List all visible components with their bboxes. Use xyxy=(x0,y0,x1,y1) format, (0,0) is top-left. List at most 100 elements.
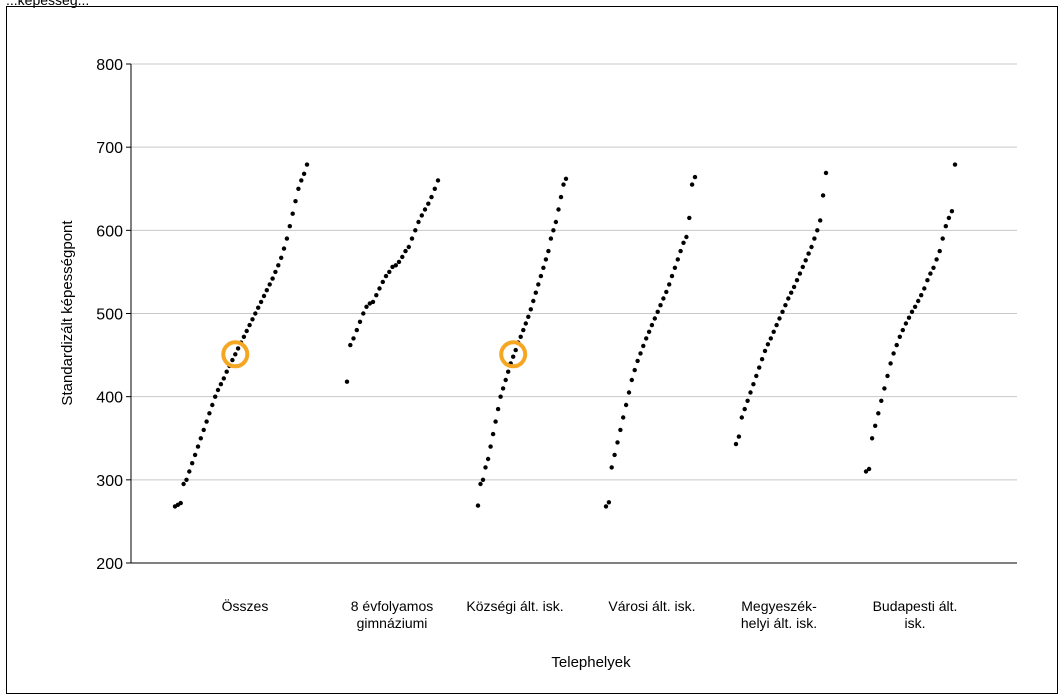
data-point xyxy=(273,269,278,275)
x-category-label: Községi ált. isk. xyxy=(466,598,563,614)
data-point xyxy=(751,382,756,387)
data-point xyxy=(655,309,660,314)
data-point xyxy=(765,342,771,347)
data-point xyxy=(900,327,905,333)
data-point xyxy=(561,182,566,187)
data-point xyxy=(791,284,797,290)
data-point xyxy=(748,390,753,395)
data-point xyxy=(521,327,526,333)
data-point xyxy=(284,236,290,241)
data-point xyxy=(558,194,564,200)
data-point xyxy=(815,228,820,233)
data-point xyxy=(403,248,408,254)
data-point xyxy=(393,263,398,268)
data-point xyxy=(797,271,803,276)
data-point xyxy=(621,415,626,420)
x-category-label: helyi ált. isk. xyxy=(741,615,817,631)
data-point xyxy=(244,328,249,334)
data-point xyxy=(533,290,538,295)
data-point xyxy=(618,427,623,433)
data-point xyxy=(478,481,483,487)
data-point xyxy=(207,411,212,416)
data-point xyxy=(221,376,226,381)
data-point xyxy=(409,236,415,241)
data-point xyxy=(768,336,773,341)
data-point xyxy=(490,431,496,437)
data-point xyxy=(736,434,742,439)
data-point xyxy=(925,278,930,283)
data-point xyxy=(615,440,620,445)
data-point xyxy=(879,398,884,403)
data-point xyxy=(301,171,307,176)
data-point xyxy=(396,259,402,265)
data-point xyxy=(777,316,782,321)
data-point xyxy=(661,296,666,301)
data-point xyxy=(894,342,899,348)
data-point xyxy=(667,282,672,287)
data-point xyxy=(623,402,629,408)
data-point xyxy=(413,228,418,233)
data-point xyxy=(184,477,189,482)
data-point xyxy=(526,314,531,319)
data-point xyxy=(187,469,192,474)
data-point xyxy=(518,334,523,339)
data-point xyxy=(495,406,501,412)
data-point xyxy=(513,347,518,353)
y-tick-label: 400 xyxy=(96,390,123,407)
data-point xyxy=(370,299,376,305)
data-point xyxy=(866,466,872,472)
data-point xyxy=(922,286,927,291)
data-point xyxy=(812,236,817,241)
data-point xyxy=(818,218,823,223)
highlight-markers xyxy=(221,340,528,369)
data-point xyxy=(897,334,902,339)
data-point xyxy=(419,213,424,218)
data-point xyxy=(354,327,359,333)
data-point xyxy=(500,386,506,391)
data-point xyxy=(603,504,609,509)
data-point xyxy=(287,224,292,229)
data-point xyxy=(912,304,918,309)
data-point xyxy=(387,269,392,275)
data-point xyxy=(952,162,958,167)
y-tick-label: 300 xyxy=(96,473,123,490)
data-point xyxy=(538,273,544,279)
data-point xyxy=(429,194,434,200)
data-point xyxy=(669,273,675,279)
data-point xyxy=(882,386,887,391)
data-point xyxy=(195,444,201,449)
data-point xyxy=(267,282,272,287)
data-point xyxy=(498,394,503,399)
x-category-label: isk. xyxy=(905,615,926,631)
data-point xyxy=(919,293,924,298)
data-point xyxy=(377,286,382,291)
data-point xyxy=(689,182,695,187)
data-point xyxy=(803,258,808,263)
grid-lines xyxy=(131,63,1017,481)
data-point xyxy=(762,348,768,354)
data-point xyxy=(426,201,431,206)
data-point xyxy=(299,178,304,183)
data-point xyxy=(931,265,936,270)
data-point xyxy=(364,304,369,309)
y-axis-label: Standardizált képességpont xyxy=(59,220,76,406)
data-point xyxy=(256,305,261,310)
data-point xyxy=(806,251,811,256)
y-tick-label: 200 xyxy=(96,556,123,573)
data-point xyxy=(632,367,637,373)
data-point xyxy=(626,390,632,395)
data-point xyxy=(789,290,794,295)
data-point xyxy=(563,176,569,181)
data-point xyxy=(258,299,264,305)
y-tick-label: 800 xyxy=(96,57,123,74)
data-point xyxy=(649,322,655,328)
data-point xyxy=(742,406,747,412)
data-point xyxy=(198,436,203,441)
data-points xyxy=(172,162,958,509)
data-point xyxy=(475,503,481,508)
data-point xyxy=(548,236,554,241)
data-point xyxy=(556,207,561,212)
data-point xyxy=(774,322,779,328)
data-point xyxy=(181,481,186,487)
